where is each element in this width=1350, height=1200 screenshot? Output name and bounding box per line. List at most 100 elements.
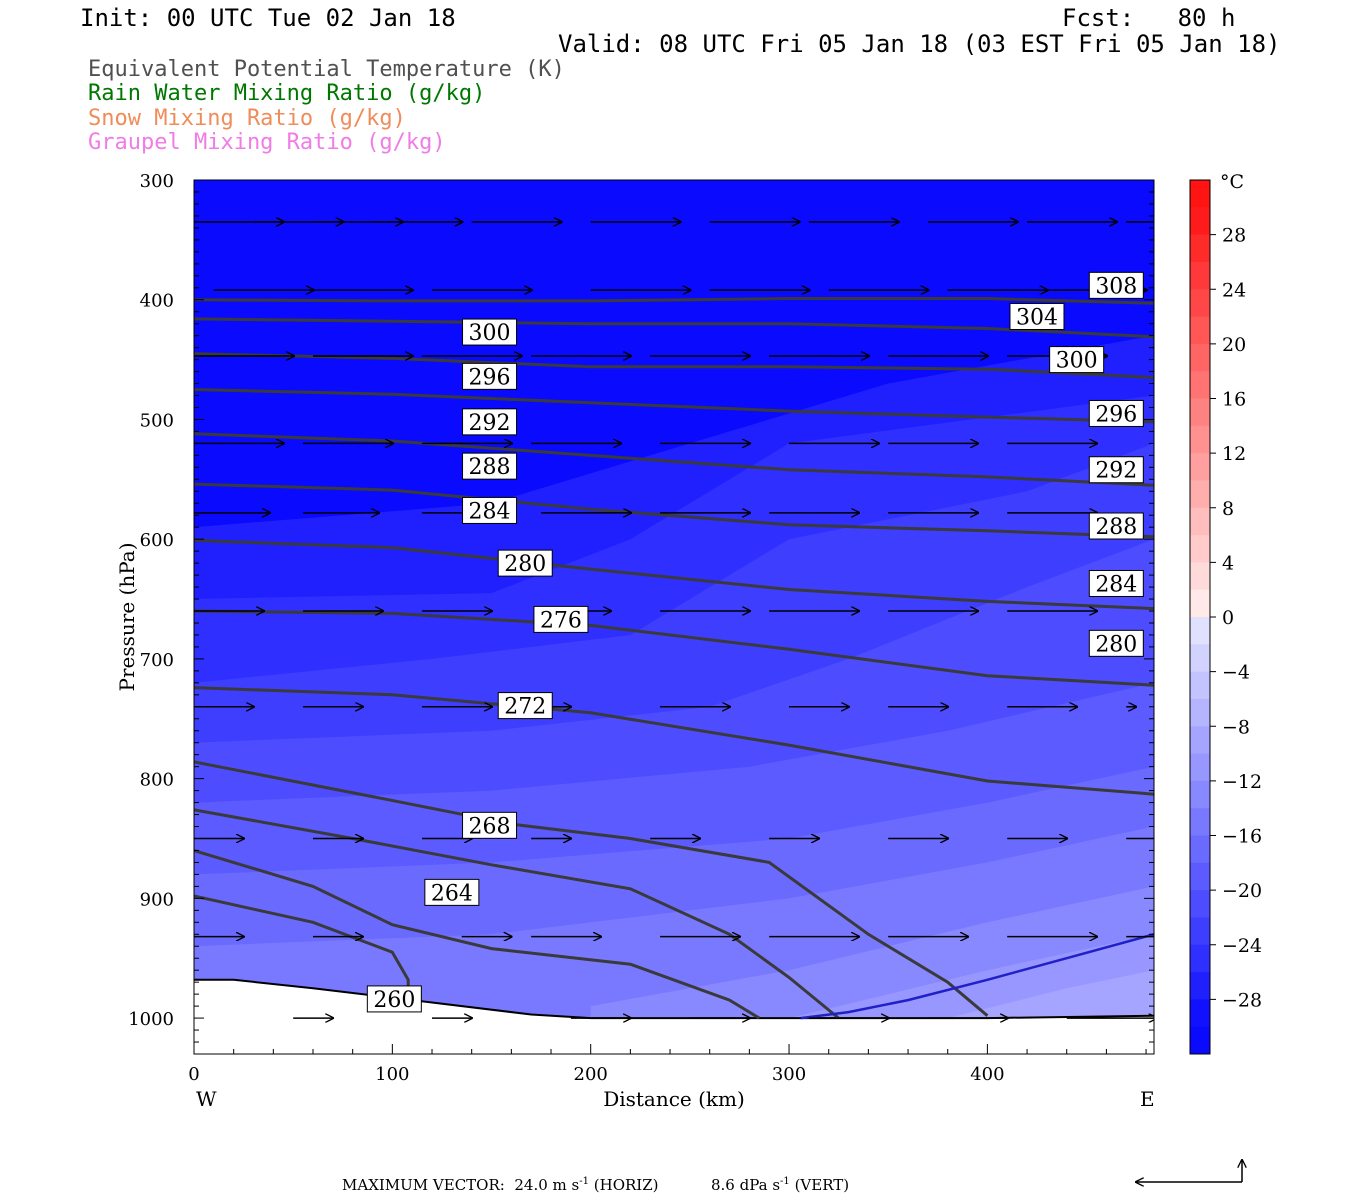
contour-label-box	[462, 452, 518, 480]
contour-label-box	[1009, 302, 1065, 330]
x-tick-label: 200	[574, 1064, 608, 1085]
contour-label: 296	[469, 365, 511, 390]
y-tick-label: 700	[140, 650, 174, 671]
colorbar-segment	[1190, 917, 1210, 946]
temperature-colorbar: °C 28 24 20 16 12 8 4 0 −4 −8 −12 −16 −20 −24 −28	[1189, 171, 1262, 1055]
colorbar-segment	[1190, 480, 1210, 509]
theta-e-contour-264	[194, 849, 761, 1020]
colorbar-label: 0	[1222, 607, 1234, 629]
contour-label: 292	[469, 411, 511, 436]
horiz-vector-value: 24.0 m s	[514, 1176, 580, 1194]
contour-label: 284	[469, 499, 511, 524]
contour-label: 268	[469, 814, 511, 839]
y-axis-title: Pressure (hPa)	[115, 543, 139, 692]
y-tick-label: 1000	[128, 1009, 174, 1030]
contour-label-box	[1088, 399, 1144, 427]
colorbar-segment	[1190, 780, 1210, 809]
colorbar-segment	[1190, 808, 1210, 836]
colorbar-segment	[1190, 371, 1210, 399]
y-tick-label: 500	[140, 410, 174, 431]
y-tick-label: 400	[140, 291, 174, 312]
contour-label-box	[462, 318, 518, 346]
colorbar-segment	[1190, 890, 1210, 918]
colorbar-segment	[1190, 425, 1210, 454]
colorbar-label: 8	[1222, 498, 1234, 520]
x-tick-label: 0	[188, 1064, 199, 1085]
colorbar-label: 4	[1222, 552, 1234, 574]
colorbar-segment	[1190, 507, 1210, 536]
contour-label-box	[424, 878, 480, 906]
axes: 0 100 200 300 400 300 400 500 600 700 800 900 1000 Di…	[115, 171, 1155, 1111]
colorbar-label: −20	[1222, 880, 1262, 902]
plot-frame	[193, 179, 1155, 1055]
terrain-mask	[194, 978, 1154, 1054]
contour-label-box	[1088, 271, 1144, 299]
contour-label-box	[533, 605, 589, 633]
contour-label: 276	[540, 608, 582, 633]
colorbar-segment	[1190, 261, 1210, 290]
colorbar-segment	[1190, 562, 1210, 591]
contour-label-box	[462, 496, 518, 524]
contour-label-box	[366, 985, 422, 1013]
theta-e-contour-280	[194, 609, 1154, 687]
contour-label: 280	[1095, 632, 1137, 657]
colorbar-label: 24	[1222, 279, 1246, 301]
vert-unit-exponent: -1	[780, 1176, 790, 1187]
contour-label: 264	[431, 881, 473, 906]
contour-label: 280	[504, 552, 546, 577]
field-legend-graupel: Graupel Mixing Ratio (g/kg)	[88, 130, 446, 155]
colorbar-segment	[1190, 180, 1210, 208]
contour-label-box	[1088, 629, 1144, 657]
horiz-vector-tag: (HORIZ)	[593, 1176, 659, 1194]
colorbar-segment	[1190, 835, 1210, 864]
contour-label-box	[462, 408, 518, 436]
colorbar-segment	[1190, 726, 1210, 755]
colorbar-segment	[1190, 753, 1210, 782]
theta-e-contour-296	[194, 388, 1154, 424]
max-vector-prefix: MAXIMUM VECTOR:	[342, 1176, 505, 1194]
colorbar-segment	[1190, 289, 1210, 318]
contour-label: 308	[1095, 274, 1137, 299]
terrain-line	[194, 978, 1154, 1020]
contour-label-box	[1088, 569, 1144, 597]
init-time-label: Init: 00 UTC Tue 02 Jan 18	[80, 4, 456, 32]
colorbar-segment	[1190, 316, 1210, 345]
contour-label: 304	[1016, 305, 1058, 330]
contour-label-box	[1049, 346, 1105, 374]
colorbar-label: 12	[1222, 443, 1246, 465]
contour-label-box	[462, 811, 518, 839]
colorbar-label: 16	[1222, 389, 1246, 411]
field-legend-rain: Rain Water Mixing Ratio (g/kg)	[88, 81, 486, 106]
x-axis-title: Distance (km)	[603, 1087, 745, 1111]
contour-label-box	[1088, 512, 1144, 540]
colorbar-segment	[1190, 589, 1210, 618]
colorbar-label: −4	[1222, 662, 1250, 684]
forecast-hour-label: Fcst: 80 h	[1062, 4, 1235, 32]
y-tick-label: 800	[140, 770, 174, 791]
contour-label-box	[497, 549, 553, 577]
colorbar-segment	[1190, 862, 1210, 891]
colorbar-label: −16	[1222, 826, 1262, 848]
contour-label: 292	[1095, 459, 1137, 484]
colorbar-segment	[1190, 617, 1210, 645]
contour-label-box	[1088, 456, 1144, 484]
x-axis-east-label: E	[1140, 1087, 1155, 1111]
vert-vector-value: 8.6 dPa s	[710, 1176, 781, 1194]
y-tick-label: 300	[140, 171, 174, 192]
contour-label: 296	[1095, 402, 1137, 427]
forecast-hour-value: 80 h	[1177, 4, 1236, 32]
colorbar-label: −28	[1222, 989, 1262, 1011]
colorbar-segment	[1190, 999, 1210, 1028]
colorbar-segment	[1190, 535, 1210, 563]
colorbar-segment	[1190, 453, 1210, 481]
contour-label: 288	[469, 455, 511, 480]
contour-label: 300	[469, 321, 511, 346]
horiz-unit-exponent: -1	[579, 1176, 589, 1187]
colorbar-label: −12	[1222, 771, 1262, 793]
colorbar-segment	[1190, 972, 1210, 1000]
contour-label: 272	[504, 695, 546, 720]
theta-e-contour-272	[194, 760, 989, 1017]
x-axis-west-label: W	[196, 1087, 217, 1111]
valid-time-label: Valid: 08 UTC Fri 05 Jan 18 (03 EST Fri …	[558, 30, 1281, 58]
